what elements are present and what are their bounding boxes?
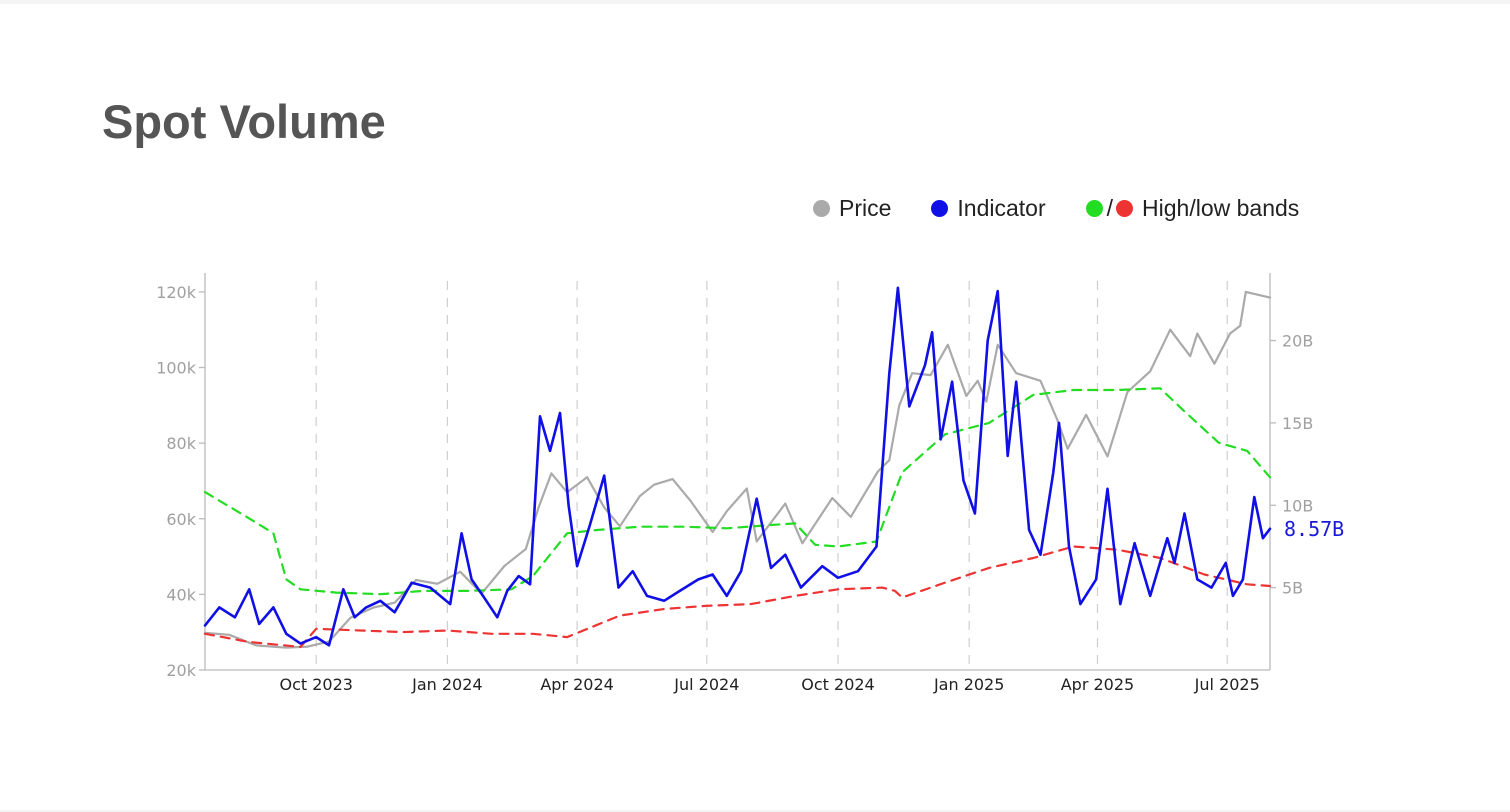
y-right-tick-label: 10B	[1282, 496, 1313, 515]
price-dot-icon	[813, 200, 830, 217]
high-band-dot-icon	[1085, 200, 1103, 217]
legend: Price Indicator / High/low bands	[813, 195, 1299, 222]
x-grid	[315, 281, 1228, 670]
y-right-tick-label: 5B	[1282, 579, 1303, 598]
indicator-dot-icon	[931, 200, 949, 217]
x-tick-label: Oct 2024	[801, 675, 874, 694]
low-band-dot-icon	[1116, 200, 1134, 217]
series-line-low-band	[203, 545, 1272, 649]
legend-item-price[interactable]: Price	[813, 195, 891, 222]
series-line-high-band	[203, 387, 1272, 596]
y-right-tick-label: 15B	[1282, 414, 1313, 433]
axes	[199, 273, 1276, 671]
x-tick-label: Jul 2024	[673, 675, 739, 694]
y-right-tick-label: 20B	[1282, 332, 1313, 351]
legend-label-bands: High/low bands	[1142, 195, 1300, 221]
x-tick-label: Jan 2025	[933, 675, 1004, 694]
x-tick-label: Apr 2025	[1061, 675, 1134, 694]
y-left-tick-label: 40k	[166, 585, 196, 604]
y-left-tick-label: 100k	[156, 359, 197, 378]
legend-separator: /	[1106, 195, 1114, 221]
legend-label-indicator: Indicator	[957, 195, 1046, 221]
y-left-tick-label: 120k	[156, 283, 197, 302]
y-left-tick-label: 20k	[166, 661, 196, 680]
chart-card	[0, 4, 1510, 810]
series-group	[203, 286, 1272, 649]
x-tick-label: Apr 2024	[540, 675, 613, 694]
series-line-indicator	[203, 286, 1272, 647]
indicator-last-value-label: 8.57B	[1284, 517, 1344, 541]
page-title: Spot Volume	[102, 95, 386, 148]
x-tick-label: Jan 2024	[411, 675, 482, 694]
tick-labels: Oct 2023 Jan 2024 Apr 2024 Jul 2024 Oct 2024…	[156, 283, 1344, 694]
series-line-price	[203, 290, 1272, 649]
legend-item-bands[interactable]: / High/low bands	[1085, 195, 1300, 222]
x-tick-label: Oct 2023	[279, 675, 352, 694]
x-tick-label: Jul 2025	[1194, 675, 1260, 694]
legend-label-price: Price	[839, 195, 892, 221]
y-left-tick-label: 80k	[166, 434, 196, 453]
legend-item-indicator[interactable]: Indicator	[931, 195, 1046, 222]
y-left-tick-label: 60k	[166, 510, 196, 529]
